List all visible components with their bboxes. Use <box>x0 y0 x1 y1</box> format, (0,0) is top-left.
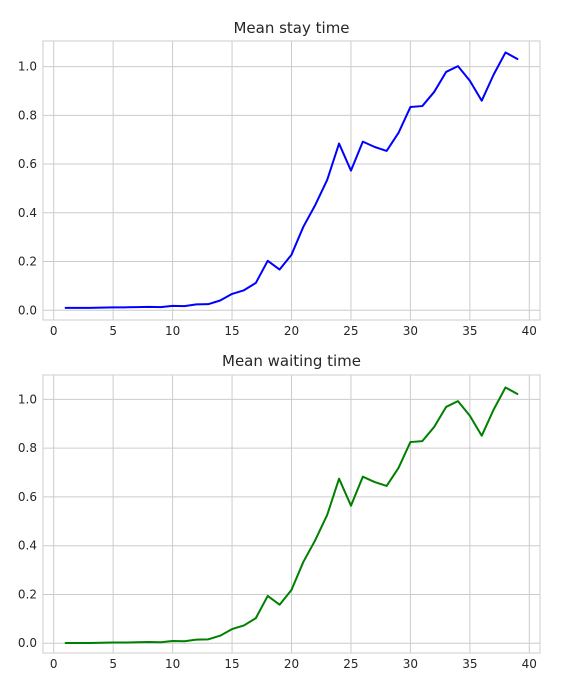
y-tick-label: 0.6 <box>18 157 37 171</box>
chart-panel-waiting-time: Mean waiting time 0.0 0.2 0.4 0.6 0.8 1.0 0 5 1… <box>18 352 541 671</box>
x-tick-label: 40 <box>522 657 537 671</box>
plot-area-frame <box>42 40 541 321</box>
y-tick-label: 0.2 <box>18 587 37 601</box>
x-tick-label: 5 <box>109 324 117 338</box>
x-tick-label: 10 <box>165 324 180 338</box>
chart-panel-stay-time: Mean stay time 0.0 0.2 0.4 0.6 0.8 1.0 0 5 10 15… <box>18 19 541 338</box>
y-tick-label: 1.0 <box>18 392 37 406</box>
x-tick-label: 25 <box>343 657 358 671</box>
x-tick-label: 20 <box>284 657 299 671</box>
x-tick-labels: 0 5 10 15 20 25 30 35 40 <box>50 324 537 338</box>
series-line-stay-time <box>64 51 519 309</box>
x-tick-label: 35 <box>462 657 477 671</box>
grid-lines <box>43 375 540 653</box>
y-tick-label: 0.0 <box>18 636 37 650</box>
chart-title: Mean stay time <box>233 19 349 37</box>
grid-lines <box>43 41 540 320</box>
x-tick-label: 10 <box>165 657 180 671</box>
x-tick-labels: 0 5 10 15 20 25 30 35 40 <box>50 657 537 671</box>
y-tick-label: 0.0 <box>18 303 37 317</box>
series-line-waiting-time <box>64 386 519 644</box>
x-tick-label: 20 <box>284 324 299 338</box>
y-tick-labels: 0.0 0.2 0.4 0.6 0.8 1.0 <box>18 60 37 318</box>
x-tick-label: 15 <box>224 324 239 338</box>
y-tick-label: 0.4 <box>18 206 37 220</box>
x-tick-label: 40 <box>522 324 537 338</box>
y-tick-labels: 0.0 0.2 0.4 0.6 0.8 1.0 <box>18 392 37 650</box>
y-tick-label: 0.8 <box>18 108 37 122</box>
x-tick-label: 30 <box>403 324 418 338</box>
x-tick-label: 5 <box>109 657 117 671</box>
x-tick-label: 25 <box>343 324 358 338</box>
x-tick-label: 35 <box>462 324 477 338</box>
y-tick-label: 0.8 <box>18 441 37 455</box>
x-tick-label: 30 <box>403 657 418 671</box>
x-tick-label: 15 <box>224 657 239 671</box>
x-tick-label: 0 <box>50 324 58 338</box>
plot-area-frame <box>42 374 541 654</box>
y-tick-label: 1.0 <box>18 60 37 74</box>
x-tick-label: 0 <box>50 657 58 671</box>
y-tick-label: 0.2 <box>18 255 37 269</box>
y-tick-label: 0.4 <box>18 539 37 553</box>
chart-title: Mean waiting time <box>222 352 361 370</box>
y-tick-label: 0.6 <box>18 490 37 504</box>
